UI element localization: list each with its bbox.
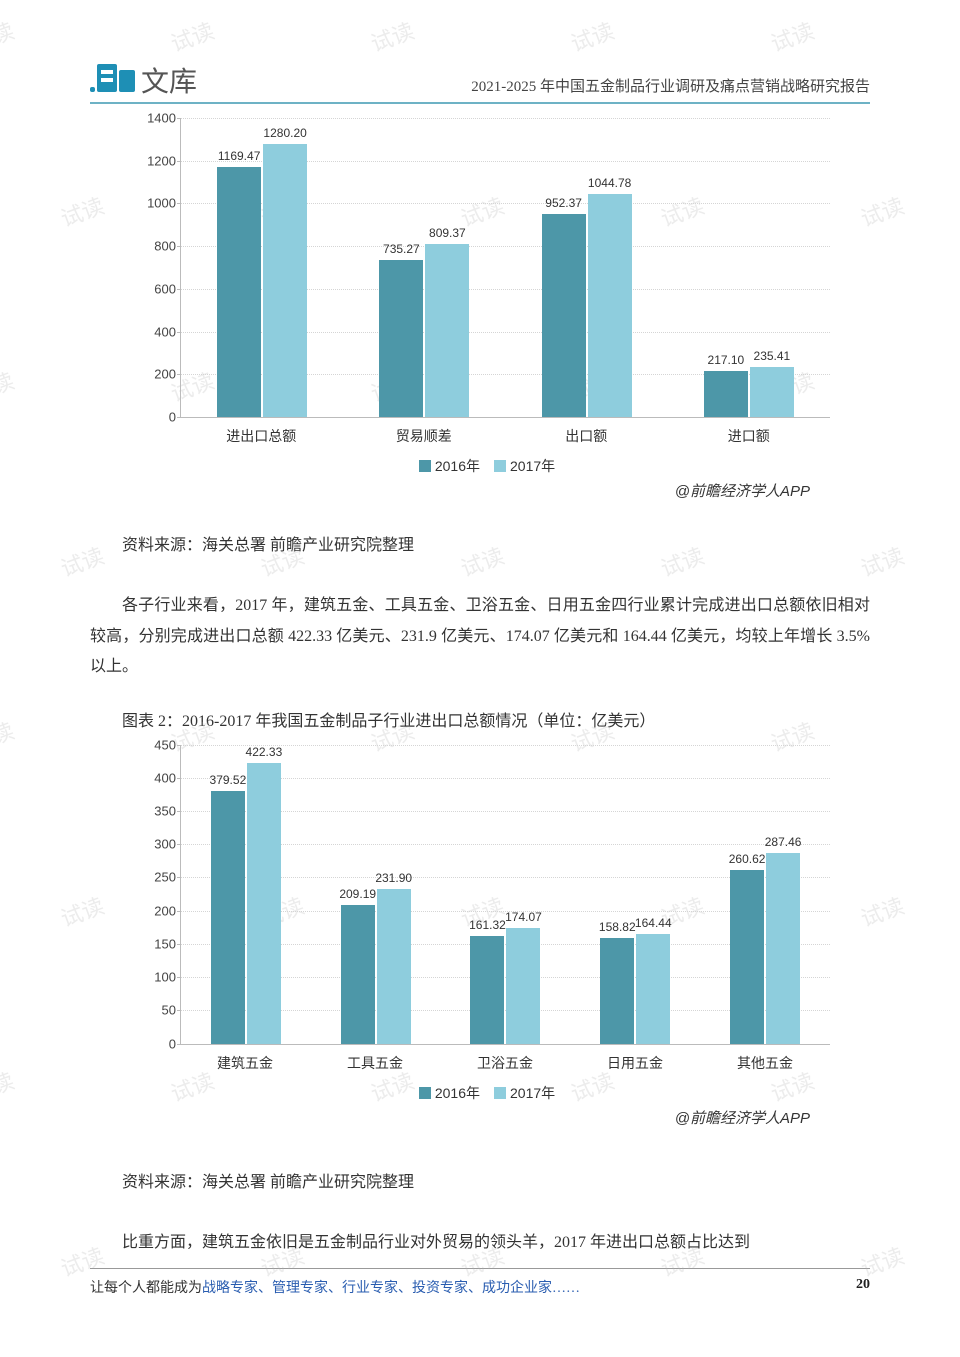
footer-tagline: 让每个人都能成为战略专家、管理专家、行业专家、投资专家、成功企业家…… xyxy=(90,1277,580,1297)
document-title: 2021-2025 年中国五金制品行业调研及痛点营销战略研究报告 xyxy=(471,75,870,100)
bar: 161.32 xyxy=(470,936,504,1043)
bar: 174.07 xyxy=(506,928,540,1044)
chart2-caption: 图表 2：2016-2017 年我国五金制品子行业进出口总额情况（单位：亿美元） xyxy=(90,707,870,731)
bar: 422.33 xyxy=(247,763,281,1044)
y-tick: 800 xyxy=(136,239,176,254)
page-footer: 让每个人都能成为战略专家、管理专家、行业专家、投资专家、成功企业家…… 20 xyxy=(90,1268,870,1297)
logo-icon xyxy=(90,64,135,96)
y-tick: 400 xyxy=(136,770,176,785)
y-tick: 150 xyxy=(136,936,176,951)
page-header: 文库 2021-2025 年中国五金制品行业调研及痛点营销战略研究报告 xyxy=(90,60,870,104)
legend-label: 2017年 xyxy=(510,1085,555,1101)
bar-value-label: 260.62 xyxy=(729,852,766,866)
y-tick: 600 xyxy=(136,281,176,296)
bar-value-label: 1169.47 xyxy=(218,149,261,163)
legend-label: 2017年 xyxy=(510,458,555,474)
x-label: 卫浴五金 xyxy=(440,1045,570,1073)
footer-tag-prefix: 让每个人都能成为 xyxy=(90,1281,202,1296)
bar-group: 209.19231.90 xyxy=(311,745,441,1044)
bar-value-label: 235.41 xyxy=(754,349,791,363)
chart-import-export-totals: 02004006008001000120014001169.471280.207… xyxy=(130,118,830,501)
bar: 260.62 xyxy=(730,870,764,1043)
source-line-1: 资料来源：海关总署 前瞻产业研究院整理 xyxy=(90,531,870,561)
bar: 952.37 xyxy=(542,214,586,417)
bar: 235.41 xyxy=(750,367,794,417)
y-tick: 350 xyxy=(136,804,176,819)
x-label: 进口额 xyxy=(668,418,831,446)
bar: 379.52 xyxy=(211,791,245,1043)
bar-value-label: 809.37 xyxy=(429,226,466,240)
y-tick: 0 xyxy=(136,1036,176,1051)
bar-value-label: 164.44 xyxy=(635,916,672,930)
bar-value-label: 422.33 xyxy=(246,745,283,759)
bar-value-label: 174.07 xyxy=(505,910,542,924)
y-tick: 400 xyxy=(136,324,176,339)
bar-value-label: 379.52 xyxy=(210,773,247,787)
bar-value-label: 735.27 xyxy=(383,242,420,256)
chart2-attribution: @前瞻经济学人APP xyxy=(130,1107,830,1128)
bar: 164.44 xyxy=(636,934,670,1043)
bar-value-label: 158.82 xyxy=(599,920,636,934)
bar-value-label: 287.46 xyxy=(765,835,802,849)
paragraph-1: 各子行业来看，2017 年，建筑五金、工具五金、卫浴五金、日用五金四行业累计完成… xyxy=(90,591,870,682)
bar: 158.82 xyxy=(600,938,634,1044)
x-label: 贸易顺差 xyxy=(343,418,506,446)
bar-value-label: 209.19 xyxy=(339,887,376,901)
bar-value-label: 231.90 xyxy=(375,871,412,885)
y-tick: 100 xyxy=(136,970,176,985)
bar-group: 952.371044.78 xyxy=(506,118,668,417)
bar-value-label: 952.37 xyxy=(545,196,582,210)
bar-group: 1169.471280.20 xyxy=(181,118,343,417)
bar: 209.19 xyxy=(341,905,375,1044)
logo-text: 文库 xyxy=(141,60,197,100)
bar-group: 735.27809.37 xyxy=(343,118,505,417)
bar: 231.90 xyxy=(377,889,411,1043)
x-label: 日用五金 xyxy=(570,1045,700,1073)
y-tick: 1200 xyxy=(136,153,176,168)
bar-group: 161.32174.07 xyxy=(441,745,571,1044)
bar: 217.10 xyxy=(704,371,748,417)
legend-label: 2016年 xyxy=(435,1085,480,1101)
bar: 287.46 xyxy=(766,853,800,1044)
y-tick: 1400 xyxy=(136,111,176,126)
bar-group: 158.82164.44 xyxy=(570,745,700,1044)
y-tick: 0 xyxy=(136,410,176,425)
bar: 1280.20 xyxy=(263,144,307,417)
site-logo: 文库 xyxy=(90,60,197,100)
bar: 1044.78 xyxy=(588,194,632,417)
bar-group: 260.62287.46 xyxy=(700,745,830,1044)
y-tick: 50 xyxy=(136,1003,176,1018)
bar-value-label: 1280.20 xyxy=(263,126,306,140)
bar: 809.37 xyxy=(425,244,469,417)
bar-group: 217.10235.41 xyxy=(668,118,830,417)
y-tick: 200 xyxy=(136,367,176,382)
footer-tag-roles: 战略专家、管理专家、行业专家、投资专家、成功企业家…… xyxy=(202,1281,580,1296)
bar: 735.27 xyxy=(379,260,423,417)
bar-value-label: 1044.78 xyxy=(588,176,631,190)
y-tick: 1000 xyxy=(136,196,176,211)
bar: 1169.47 xyxy=(217,167,261,417)
x-label: 其他五金 xyxy=(700,1045,830,1073)
y-tick: 200 xyxy=(136,903,176,918)
legend-label: 2016年 xyxy=(435,458,480,474)
page-number: 20 xyxy=(856,1277,870,1297)
source-line-2: 资料来源：海关总署 前瞻产业研究院整理 xyxy=(90,1168,870,1198)
x-label: 建筑五金 xyxy=(180,1045,310,1073)
bar-value-label: 161.32 xyxy=(469,918,506,932)
x-label: 出口额 xyxy=(505,418,668,446)
chart1-attribution: @前瞻经济学人APP xyxy=(130,480,830,501)
x-label: 进出口总额 xyxy=(180,418,343,446)
bar-group: 379.52422.33 xyxy=(181,745,311,1044)
x-label: 工具五金 xyxy=(310,1045,440,1073)
y-tick: 300 xyxy=(136,837,176,852)
y-tick: 250 xyxy=(136,870,176,885)
chart-subindustry-totals: 050100150200250300350400450379.52422.332… xyxy=(130,745,830,1128)
bar-value-label: 217.10 xyxy=(708,353,745,367)
paragraph-2: 比重方面，建筑五金依旧是五金制品行业对外贸易的领头羊，2017 年进出口总额占比… xyxy=(90,1228,870,1258)
y-tick: 450 xyxy=(136,737,176,752)
